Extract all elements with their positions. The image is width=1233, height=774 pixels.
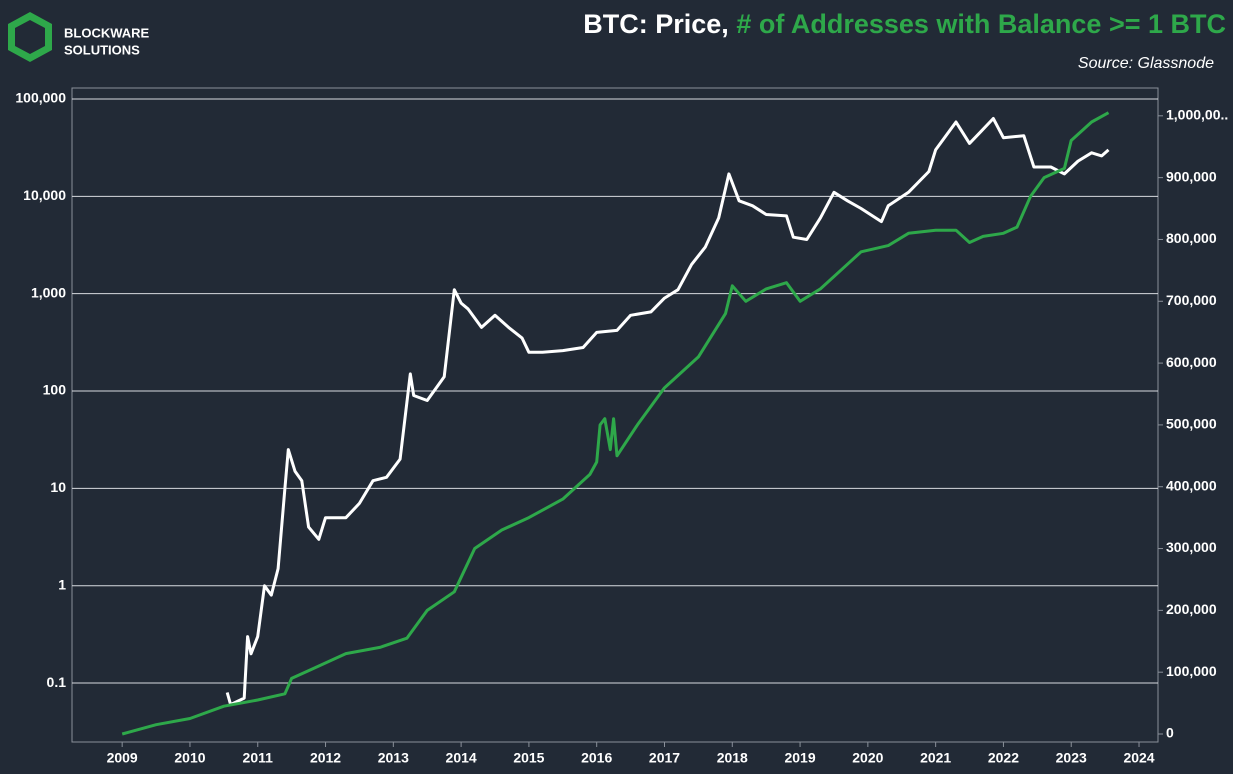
title-part: # of Addresses with Balance >= 1 BTC bbox=[736, 9, 1226, 39]
y-tick-label: 0.1 bbox=[47, 674, 67, 690]
y2-tick-label: 600,000 bbox=[1166, 354, 1217, 370]
x-tick-label: 2021 bbox=[920, 750, 951, 766]
x-tick-label: 2022 bbox=[988, 750, 1019, 766]
x-tick-label: 2013 bbox=[378, 750, 409, 766]
logo-mark bbox=[15, 20, 45, 54]
x-tick-label: 2020 bbox=[852, 750, 883, 766]
x-tick-label: 2023 bbox=[1056, 750, 1087, 766]
x-tick-label: 2014 bbox=[446, 750, 477, 766]
y2-tick-label: 1,000,00.. bbox=[1166, 107, 1228, 123]
x-tick-label: 2018 bbox=[717, 750, 748, 766]
y-tick-label: 1 bbox=[58, 576, 66, 592]
x-tick-label: 2017 bbox=[649, 750, 680, 766]
y2-tick-label: 900,000 bbox=[1166, 168, 1217, 184]
y2-tick-label: 500,000 bbox=[1166, 416, 1217, 432]
y-tick-label: 100,000 bbox=[15, 90, 66, 106]
brand-text: SOLUTIONS bbox=[64, 42, 140, 57]
y2-tick-label: 100,000 bbox=[1166, 663, 1217, 679]
y-tick-label: 100 bbox=[43, 382, 67, 398]
chart-title: BTC: Price, # of Addresses with Balance … bbox=[583, 9, 1226, 39]
x-tick-label: 2024 bbox=[1123, 750, 1154, 766]
logo: BLOCKWARE SOLUTIONS bbox=[8, 12, 150, 62]
y2-tick-label: 0 bbox=[1166, 725, 1174, 741]
source: Source: Glassnode bbox=[1078, 55, 1214, 72]
x-tick-label: 2015 bbox=[513, 750, 544, 766]
x-tick-label: 2009 bbox=[107, 750, 138, 766]
x-tick-label: 2016 bbox=[581, 750, 612, 766]
x-tick-label: 2011 bbox=[243, 750, 274, 766]
brand-text: BLOCKWARE bbox=[64, 25, 150, 40]
x-tick-label: 2010 bbox=[174, 750, 205, 766]
y2-tick-label: 300,000 bbox=[1166, 539, 1217, 555]
y-tick-label: 10 bbox=[50, 479, 66, 495]
y2-tick-label: 700,000 bbox=[1166, 292, 1217, 308]
y2-tick-label: 800,000 bbox=[1166, 230, 1217, 246]
y-tick-label: 10,000 bbox=[23, 187, 66, 203]
series-line bbox=[121, 111, 1110, 736]
x-tick-label: 2019 bbox=[784, 750, 815, 766]
y-tick-label: 1,000 bbox=[31, 284, 66, 300]
plot-frame bbox=[71, 87, 1159, 743]
y2-tick-label: 200,000 bbox=[1166, 601, 1217, 617]
title-part: BTC: Price, bbox=[583, 9, 729, 39]
y2-tick-label: 400,000 bbox=[1166, 477, 1217, 493]
x-tick-label: 2012 bbox=[310, 750, 341, 766]
series-line bbox=[225, 117, 1110, 707]
